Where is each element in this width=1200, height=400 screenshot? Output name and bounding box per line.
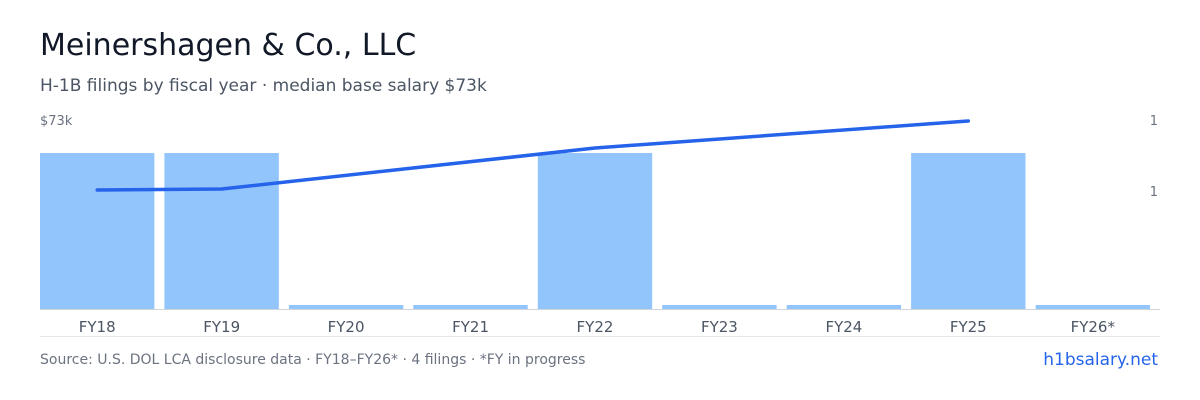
page-subtitle: H-1B filings by fiscal year · median bas…	[40, 76, 487, 96]
bar-fy23	[662, 305, 777, 309]
x-tick-label: FY26*	[1071, 318, 1116, 336]
x-tick-label: FY25	[950, 318, 987, 336]
bar-fy21	[413, 305, 528, 309]
bar-fy26	[1035, 305, 1150, 309]
left-axis-label: $73k	[40, 114, 73, 129]
x-tick-label: FY22	[577, 318, 614, 336]
source-note: Source: U.S. DOL LCA disclosure data · F…	[40, 352, 586, 368]
bar-fy19	[164, 153, 279, 309]
x-tick-label: FY19	[203, 318, 240, 336]
x-tick-label: FY18	[79, 318, 116, 336]
bar-fy20	[288, 305, 404, 309]
right-tick-label: 1	[1150, 185, 1158, 200]
salary-line	[95, 119, 971, 192]
bar-fy22	[537, 153, 653, 309]
x-tick-label: FY21	[452, 318, 489, 336]
brand-link[interactable]: h1bsalary.net	[1043, 350, 1158, 370]
x-tick-label: FY23	[701, 318, 738, 336]
bar-fy24	[786, 305, 902, 309]
bar-fy25	[911, 153, 1026, 309]
right-tick-label: 1	[1150, 114, 1158, 129]
bar-fy18	[40, 153, 155, 309]
page-title: Meinershagen & Co., LLC	[40, 28, 417, 63]
x-tick-label: FY20	[328, 318, 365, 336]
x-tick-label: FY24	[825, 318, 862, 336]
